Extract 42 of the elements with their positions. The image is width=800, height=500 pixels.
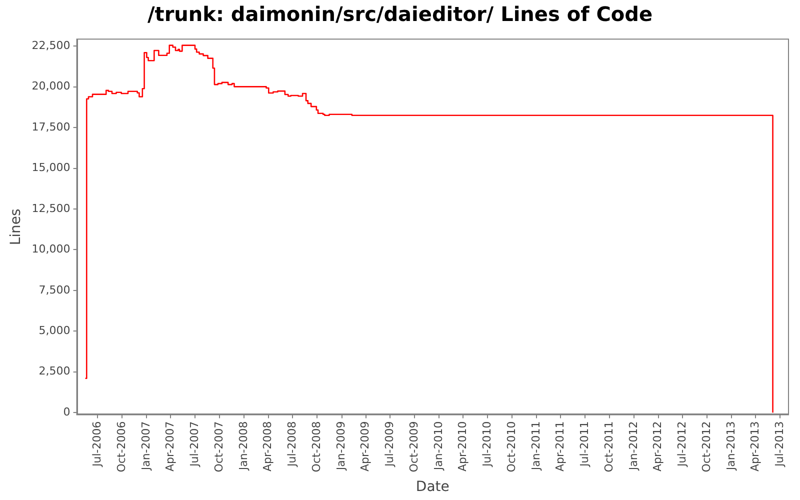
x-tick-label: Apr-2013 — [748, 421, 762, 472]
y-tick-label: 22,500 — [32, 38, 70, 52]
y-tick-label: 5,000 — [38, 324, 70, 338]
x-tick-label: Apr-2010 — [456, 421, 470, 472]
y-tick-label: 7,500 — [38, 283, 70, 296]
x-tick-label: Apr-2012 — [651, 421, 664, 472]
x-tick-label: Jan-2008 — [236, 421, 250, 472]
x-tick-label: Jan-2013 — [724, 421, 738, 472]
y-tick-label: 12,500 — [32, 202, 70, 215]
y-tick-label: 10,000 — [32, 242, 70, 256]
y-tick-label: 20,000 — [32, 80, 70, 93]
x-tick-label: Apr-2009 — [358, 421, 372, 472]
y-tick-label: 17,500 — [32, 120, 70, 134]
x-tick-label: Jul-2007 — [188, 421, 201, 468]
y-tick-label: 15,000 — [32, 161, 70, 174]
x-tick-label: Oct-2011 — [602, 421, 616, 472]
x-tick-label: Jan-2012 — [626, 421, 640, 472]
y-tick-label: 2,500 — [38, 364, 70, 378]
x-tick-label: Oct-2007 — [212, 421, 226, 472]
x-tick-label: Jul-2013 — [772, 421, 786, 468]
x-tick-label: Jul-2006 — [90, 421, 104, 468]
x-tick-label: Oct-2010 — [504, 421, 518, 472]
x-tick-label: Apr-2007 — [164, 421, 177, 472]
x-tick-label: Apr-2011 — [553, 421, 566, 472]
x-tick-label: Jan-2007 — [140, 421, 153, 472]
x-tick-label: Apr-2008 — [261, 421, 274, 472]
y-axis-title: Lines — [8, 208, 24, 246]
x-tick-label: Jul-2011 — [578, 421, 591, 468]
x-tick-label: Jul-2010 — [480, 421, 494, 468]
x-tick-label: Jul-2009 — [382, 421, 396, 468]
x-tick-label: Jan-2010 — [432, 421, 446, 472]
x-tick-label: Oct-2008 — [310, 421, 324, 472]
x-tick-label: Jul-2008 — [286, 421, 299, 468]
x-tick-label: Jan-2009 — [334, 421, 348, 472]
chart-title: /trunk: daimonin/src/daieditor/ Lines of Code — [146, 2, 654, 26]
y-tick-label: 0 — [63, 405, 70, 418]
x-tick-label: Jul-2012 — [675, 421, 688, 468]
x-tick-label: Jan-2011 — [529, 421, 542, 472]
x-tick-label: Oct-2009 — [407, 421, 420, 472]
x-tick-label: Oct-2012 — [700, 421, 713, 472]
x-axis-title: Date — [416, 479, 450, 496]
x-tick-label: Oct-2006 — [114, 421, 128, 472]
